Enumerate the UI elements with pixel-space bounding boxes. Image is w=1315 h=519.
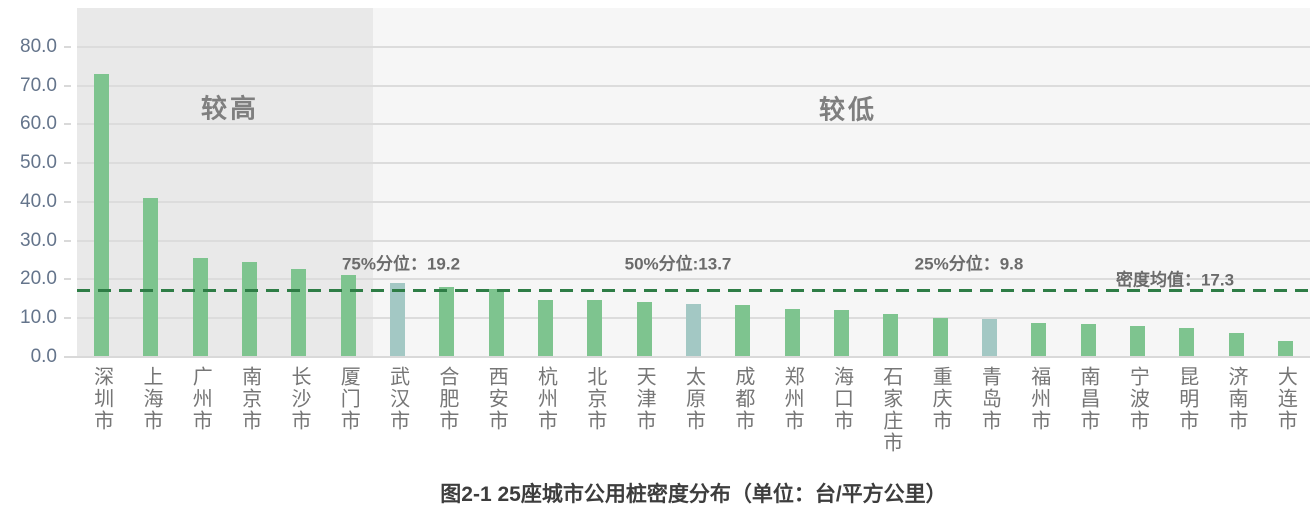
annotation-25th-percentile: 25%分位：9.8 <box>914 254 1024 274</box>
y-axis: 0.0 10.0 20.0 30.0 40.0 50.0 60.0 70.0 80.0 <box>0 8 71 367</box>
region-label-lower: 较低 <box>818 94 878 125</box>
x-label-济南市: 济南市 <box>1225 366 1248 432</box>
bar-厦门市 <box>340 275 356 357</box>
gridline <box>77 162 1310 165</box>
x-label-厦门市: 厦门市 <box>337 366 360 432</box>
y-tick-label: 10.0 <box>20 307 57 329</box>
gridline <box>77 84 1310 87</box>
x-label-天津市: 天津市 <box>633 366 656 432</box>
y-tick-label: 60.0 <box>20 113 57 135</box>
x-label-郑州市: 郑州市 <box>781 366 804 432</box>
bar-武汉市 <box>390 282 406 357</box>
x-label-重庆市: 重庆市 <box>929 366 952 432</box>
x-label-北京市: 北京市 <box>583 366 606 432</box>
bar-成都市 <box>735 304 751 357</box>
bar-长沙市 <box>291 268 307 357</box>
bar-昆明市 <box>1179 328 1195 357</box>
y-tick-mark <box>64 84 71 87</box>
mean-density-dashed-line <box>77 288 1310 292</box>
y-tick-label: 0.0 <box>30 346 57 367</box>
x-label-宁波市: 宁波市 <box>1126 366 1149 432</box>
bar-海口市 <box>833 309 849 357</box>
bar-重庆市 <box>932 318 948 357</box>
bar-宁波市 <box>1129 326 1145 357</box>
x-label-长沙市: 长沙市 <box>287 366 310 432</box>
y-tick-mark <box>64 162 71 165</box>
gridline <box>77 278 1310 281</box>
x-label-昆明市: 昆明市 <box>1175 366 1198 432</box>
bar-青岛市 <box>981 319 997 357</box>
y-tick-label: 70.0 <box>20 74 57 96</box>
bar-济南市 <box>1228 332 1244 357</box>
y-tick-mark <box>64 356 71 358</box>
x-label-南京市: 南京市 <box>238 366 261 432</box>
bar-太原市 <box>686 303 701 357</box>
bar-深圳市 <box>94 73 110 357</box>
x-label-合肥市: 合肥市 <box>435 366 458 432</box>
gridline <box>77 123 1310 126</box>
y-tick-mark <box>64 278 71 281</box>
x-label-杭州市: 杭州市 <box>534 366 557 432</box>
plot-area <box>77 8 1310 357</box>
region-label-higher: 较高 <box>200 93 260 124</box>
bar-南京市 <box>242 262 258 357</box>
bar-合肥市 <box>439 287 455 357</box>
y-tick-label: 40.0 <box>20 190 57 212</box>
x-label-上海市: 上海市 <box>139 366 162 432</box>
y-tick-label: 50.0 <box>20 152 57 174</box>
y-tick-mark <box>64 45 71 48</box>
gridline <box>77 200 1310 203</box>
higher-region-shading <box>77 8 373 357</box>
x-label-武汉市: 武汉市 <box>386 366 409 432</box>
y-tick-mark <box>64 317 71 320</box>
y-tick-mark <box>64 200 71 203</box>
x-label-西安市: 西安市 <box>485 366 508 432</box>
bar-郑州市 <box>784 309 800 357</box>
x-label-南昌市: 南昌市 <box>1077 366 1100 432</box>
bar-北京市 <box>587 300 603 357</box>
bar-广州市 <box>192 257 208 357</box>
bar-石家庄市 <box>883 314 899 357</box>
bar-福州市 <box>1031 323 1047 357</box>
bar-杭州市 <box>538 299 554 357</box>
annotation-75th-percentile: 75%分位：19.2 <box>341 254 461 274</box>
annotation-50th-percentile: 50%分位:13.7 <box>624 254 732 274</box>
x-label-太原市: 太原市 <box>682 366 705 432</box>
mean-density-label: 密度均值：17.3 <box>1115 270 1235 290</box>
bar-西安市 <box>488 289 504 357</box>
x-label-大连市: 大连市 <box>1274 366 1297 432</box>
y-tick-mark <box>64 123 71 126</box>
x-label-青岛市: 青岛市 <box>978 366 1001 432</box>
bar-南昌市 <box>1080 324 1096 357</box>
x-label-成都市: 成都市 <box>731 366 754 432</box>
x-label-海口市: 海口市 <box>830 366 853 432</box>
bar-天津市 <box>636 301 652 357</box>
gridline <box>77 45 1310 48</box>
chart-title: 图2-1 25座城市公用桩密度分布（单位：台/平方公里） <box>440 483 947 506</box>
x-label-福州市: 福州市 <box>1027 366 1050 432</box>
x-label-深圳市: 深圳市 <box>90 366 113 432</box>
x-label-广州市: 广州市 <box>189 366 212 432</box>
bar-大连市 <box>1277 341 1293 357</box>
x-axis-line <box>71 356 1310 358</box>
bar-上海市 <box>143 197 159 357</box>
x-axis-labels: 深圳市 上海市 广州市 南京市 长沙市 厦门市 武汉市 合肥市 西安市 杭州市 北京市 天津市 太原市 成… <box>77 366 1310 466</box>
gridline <box>77 239 1310 242</box>
x-label-石家庄市: 石家庄市 <box>879 366 902 454</box>
y-tick-label: 30.0 <box>20 229 57 251</box>
y-tick-label: 80.0 <box>20 35 57 57</box>
y-tick-mark <box>64 239 71 242</box>
y-tick-label: 20.0 <box>20 268 57 290</box>
